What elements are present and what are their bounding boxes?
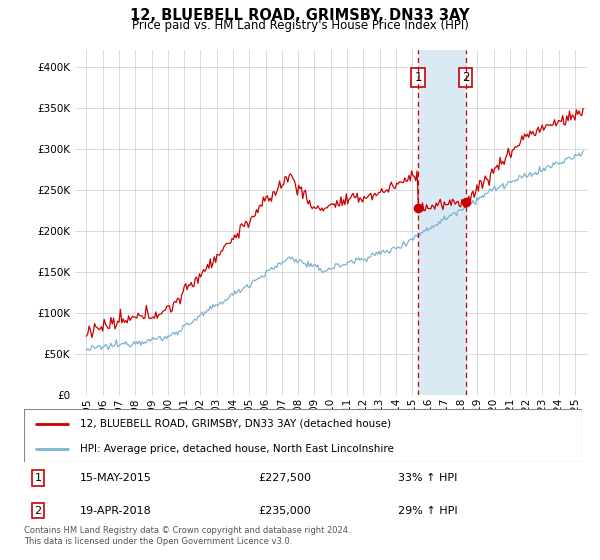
Text: Contains HM Land Registry data © Crown copyright and database right 2024.
This d: Contains HM Land Registry data © Crown c… [24,526,350,546]
Text: HPI: Average price, detached house, North East Lincolnshire: HPI: Average price, detached house, Nort… [80,444,394,454]
Text: 2: 2 [462,71,469,84]
Text: 19-APR-2018: 19-APR-2018 [80,506,152,516]
Text: 1: 1 [415,71,422,84]
Text: £227,500: £227,500 [259,473,311,483]
Bar [418,50,466,395]
Text: Price paid vs. HM Land Registry's House Price Index (HPI): Price paid vs. HM Land Registry's House … [131,19,469,32]
Text: 29% ↑ HPI: 29% ↑ HPI [398,506,457,516]
Text: 12, BLUEBELL ROAD, GRIMSBY, DN33 3AY: 12, BLUEBELL ROAD, GRIMSBY, DN33 3AY [130,8,470,24]
Text: 12, BLUEBELL ROAD, GRIMSBY, DN33 3AY (detached house): 12, BLUEBELL ROAD, GRIMSBY, DN33 3AY (de… [80,419,391,429]
Text: 33% ↑ HPI: 33% ↑ HPI [398,473,457,483]
Text: £235,000: £235,000 [259,506,311,516]
Text: 1: 1 [34,473,41,483]
Text: 2: 2 [34,506,41,516]
Text: 15-MAY-2015: 15-MAY-2015 [80,473,152,483]
